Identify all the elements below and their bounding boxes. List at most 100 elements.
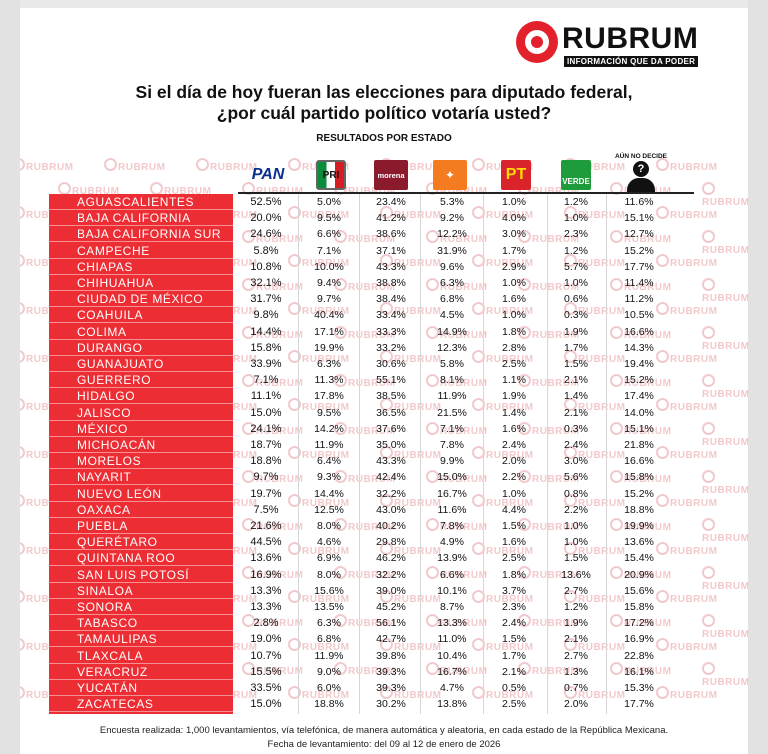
watermark-text: RUBRUM	[518, 662, 579, 677]
state-label: VERACRUZ	[49, 664, 233, 680]
table-cell-pan: 16.9%	[250, 568, 282, 581]
watermark-text: RUBRUM	[196, 542, 257, 557]
table-cell-pt: 3.0%	[502, 228, 526, 241]
brand-target-icon	[516, 21, 558, 63]
table-cell-pri: 6.4%	[317, 455, 341, 468]
table-cell-verde: 1.7%	[564, 341, 588, 354]
table-cell-mc: 9.9%	[440, 455, 464, 468]
table-cell-mc: 10.1%	[437, 584, 467, 597]
table-cell-morena: 32.2%	[376, 568, 406, 581]
watermark-text: RUBRUM	[242, 182, 303, 197]
table-cell-pan: 9.8%	[253, 309, 279, 322]
table-cell-no_decide: 11.2%	[624, 293, 654, 306]
watermark-text: RUBRUM	[472, 686, 533, 701]
watermark-text: RUBRUM	[334, 662, 395, 677]
table-cell-mc: 11.0%	[437, 633, 467, 646]
watermark-text: RUBRUM	[610, 470, 671, 485]
state-label: BAJA CALIFORNIA SUR	[49, 226, 233, 243]
table-cell-no_decide: 14.0%	[624, 406, 654, 419]
table-cell-verde: 2.1%	[564, 406, 588, 419]
watermark-text: RUBRUM	[702, 326, 748, 352]
watermark-text: RUBRUM	[472, 494, 533, 509]
state-label: ZACATECAS	[49, 696, 233, 713]
table-cell-mc: 6.6%	[440, 568, 464, 581]
watermark-text: RUBRUM	[242, 230, 303, 245]
watermark-text: RUBRUM	[656, 686, 717, 701]
state-label: COLIMA	[49, 324, 233, 340]
table-cell-mc: 12.2%	[437, 228, 467, 241]
table-cell-pan: 9.7%	[253, 471, 279, 484]
table-cell-pri: 11.9%	[314, 649, 344, 662]
state-label: GUANAJUATO	[49, 356, 233, 372]
watermark-text: RUBRUM	[196, 350, 257, 365]
watermark-text: RUBRUM	[518, 278, 579, 293]
state-label: QUERÉTARO	[49, 534, 233, 551]
watermark-text: RUBRUM	[518, 470, 579, 485]
watermark-text: RUBRUM	[472, 446, 533, 461]
table-cell-verde: 1.0%	[564, 277, 588, 289]
table-cell-pri: 6.3%	[317, 358, 341, 370]
table-cell-pri: 9.0%	[317, 665, 341, 678]
watermark-text: RUBRUM	[564, 302, 625, 317]
table-cell-verde: 1.9%	[564, 325, 588, 338]
watermark-text: RUBRUM	[334, 614, 395, 629]
pri-logo-icon: PRI	[316, 160, 346, 190]
watermark-text: RUBRUM	[242, 518, 303, 533]
table-cell-morena: 38.8%	[376, 277, 406, 289]
state-label: SONORA	[49, 599, 233, 615]
table-cell-verde: 1.3%	[564, 665, 588, 678]
table-cell-morena: 29.8%	[376, 536, 406, 549]
table-cell-pri: 40.4%	[314, 309, 344, 322]
table-cell-pri: 9.5%	[317, 406, 341, 419]
verde-logo-icon: VERDE	[561, 160, 591, 190]
table-cell-pt: 1.7%	[502, 649, 526, 662]
table-cell-verde: 1.4%	[564, 390, 588, 403]
table-cell-mc: 8.1%	[440, 374, 464, 387]
watermark-text: RUBRUM	[196, 638, 257, 653]
table-cell-mc: 11.9%	[437, 390, 467, 403]
table-cell-verde: 1.2%	[564, 196, 588, 208]
table-cell-pan: 52.5%	[250, 196, 282, 208]
watermark-text: RUBRUM	[702, 278, 748, 304]
state-label: CHIHUAHUA	[49, 275, 233, 291]
table-cell-pan: 32.1%	[250, 277, 282, 289]
watermark-text: RUBRUM	[380, 398, 441, 413]
watermark-text: RUBRUM	[380, 446, 441, 461]
watermark-text: RUBRUM	[426, 182, 487, 197]
state-label: QUINTANA ROO	[49, 550, 233, 567]
watermark-text: RUBRUM	[656, 254, 717, 269]
table-cell-morena: 46.2%	[376, 552, 406, 565]
table-cell-morena: 35.0%	[376, 439, 406, 451]
table-cell-morena: 38.4%	[376, 293, 406, 306]
table-cell-pt: 1.0%	[502, 196, 526, 208]
table-cell-pan: 10.8%	[250, 260, 282, 273]
watermark-text: RUBRUM	[288, 494, 349, 509]
table-cell-verde: 0.6%	[564, 293, 588, 306]
watermark-text: RUBRUM	[656, 446, 717, 461]
table-cell-pt: 2.5%	[502, 358, 526, 370]
watermark-text: RUBRUM	[288, 542, 349, 557]
table-cell-no_decide: 12.7%	[624, 228, 654, 241]
table-cell-verde: 2.7%	[564, 649, 588, 662]
watermark-text: RUBRUM	[288, 590, 349, 605]
watermark-text: RUBRUM	[426, 518, 487, 533]
watermark-text: RUBRUM	[196, 446, 257, 461]
table-cell-verde: 1.0%	[564, 212, 588, 225]
table-cell-pt: 2.5%	[502, 698, 526, 711]
table-cell-pan: 19.7%	[250, 487, 282, 500]
column-divider	[606, 194, 607, 714]
table-cell-pt: 1.0%	[502, 309, 526, 322]
watermark-text: RUBRUM	[564, 494, 625, 509]
watermark-text: RUBRUM	[334, 566, 395, 581]
table-cell-pt: 2.8%	[502, 341, 526, 354]
table-cell-morena: 41.2%	[376, 212, 406, 225]
watermark-text: RUBRUM	[334, 230, 395, 245]
watermark-text: RUBRUM	[656, 494, 717, 509]
survey-methodology-note: Encuesta realizada: 1,000 levantamientos…	[99, 725, 669, 736]
table-cell-pt: 1.8%	[502, 325, 526, 338]
table-cell-mc: 8.7%	[440, 601, 464, 613]
table-cell-mc: 15.0%	[437, 471, 467, 484]
state-label: MORELOS	[49, 453, 233, 470]
watermark-text: RUBRUM	[518, 374, 579, 389]
table-cell-morena: 38.5%	[376, 390, 406, 403]
